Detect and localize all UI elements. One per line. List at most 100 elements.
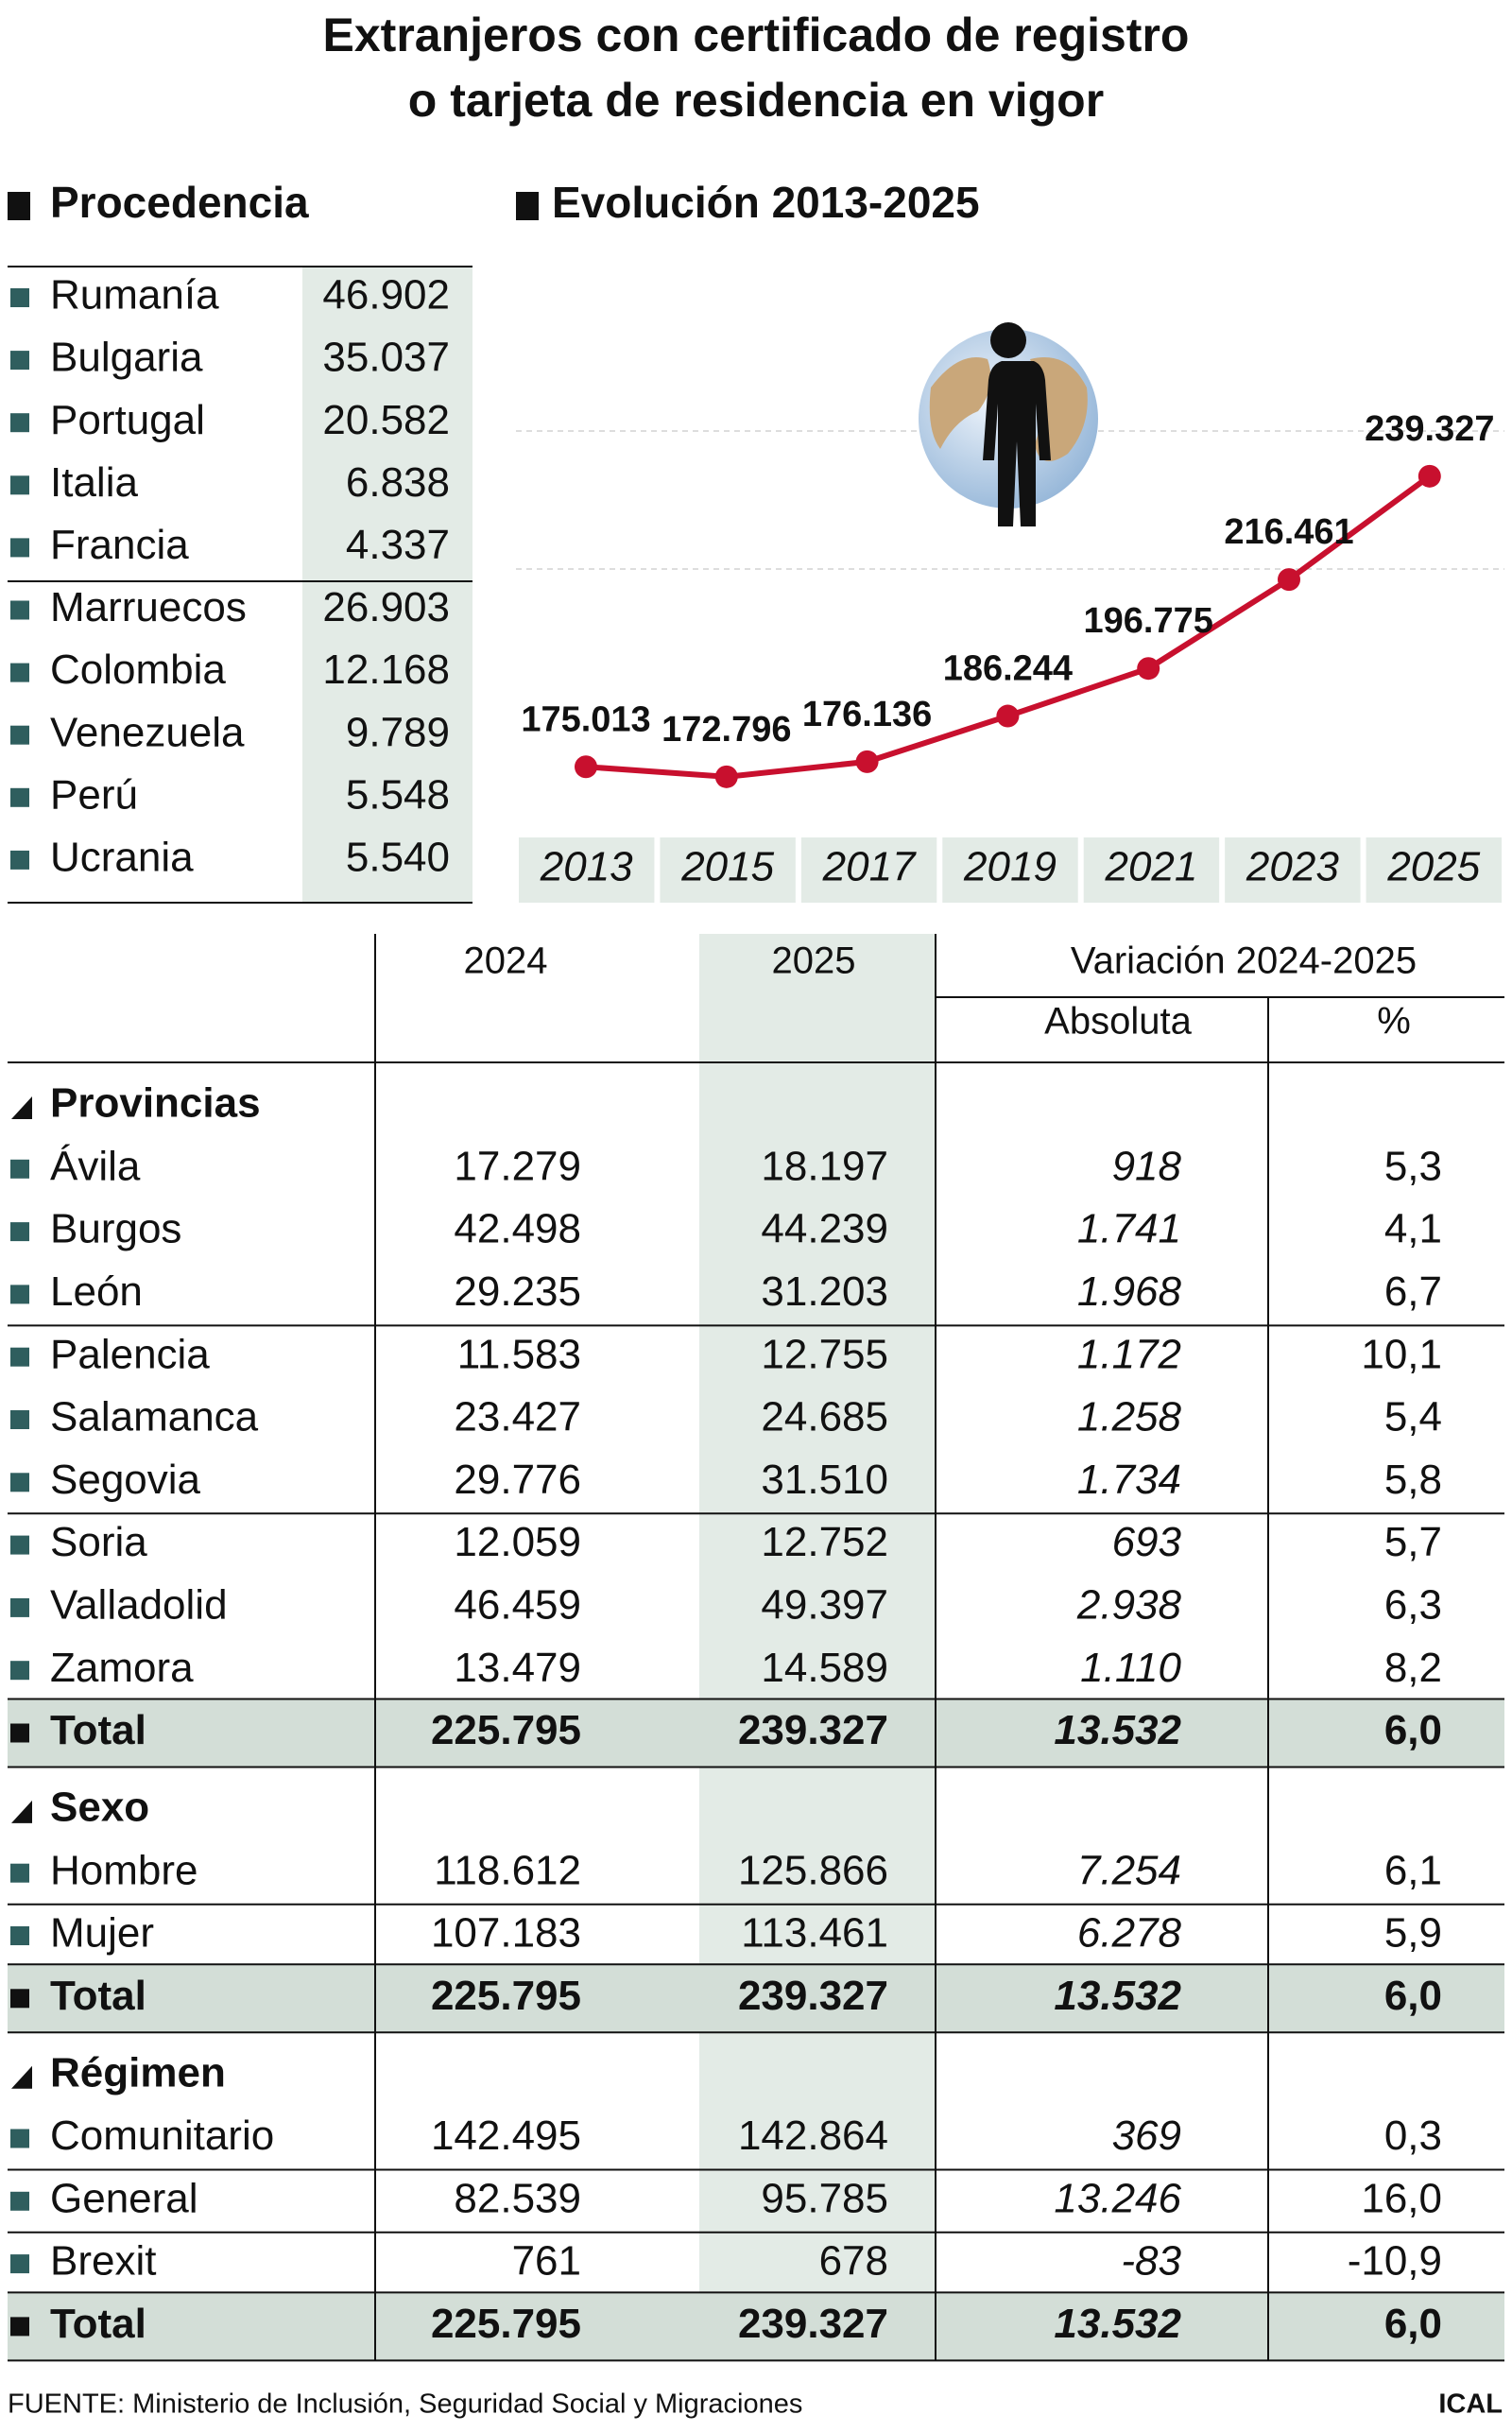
section-title: Sexo	[50, 1785, 149, 1831]
bullet	[10, 1535, 29, 1555]
country-value: 20.582	[322, 397, 450, 443]
cell-value: 6,1	[1384, 1847, 1442, 1893]
cell-value: 369	[1112, 2113, 1181, 2159]
cell-value: 225.795	[431, 1973, 581, 2019]
country-value: 26.903	[322, 584, 450, 630]
bullet	[10, 2317, 29, 2337]
cell-value: 118.612	[434, 1847, 581, 1893]
cell-value: 18.197	[761, 1143, 888, 1189]
heading-icon	[516, 192, 539, 220]
bullet	[10, 1410, 29, 1429]
row-label: Soria	[50, 1519, 147, 1565]
country-value: 9.789	[346, 709, 450, 755]
country-name: Rumanía	[50, 272, 219, 319]
bullet	[10, 351, 29, 371]
bullet	[10, 1989, 29, 2009]
value-column	[302, 267, 472, 903]
row-label: Salamanca	[50, 1394, 259, 1440]
cell-value: 8,2	[1384, 1645, 1442, 1691]
cell-value: 142.495	[431, 2113, 581, 2159]
heading-icon	[8, 192, 30, 220]
row-label: Ávila	[50, 1143, 141, 1189]
country-name: Marruecos	[50, 584, 247, 630]
country-value: 35.037	[322, 335, 450, 381]
total-band	[8, 1964, 1504, 2033]
cell-value: 44.239	[761, 1206, 888, 1252]
row-label: General	[50, 2175, 198, 2221]
section-title: Régimen	[50, 2049, 226, 2096]
year-box	[800, 837, 937, 903]
x-tick-label: 2023	[1246, 844, 1339, 890]
bullet	[10, 538, 29, 558]
point	[1418, 464, 1441, 488]
bullet	[10, 1723, 29, 1743]
cell-value: 10,1	[1361, 1331, 1442, 1377]
section-title: Provincias	[50, 1080, 261, 1127]
country-name: Italia	[50, 459, 138, 506]
bullet	[10, 663, 29, 682]
data-label: 172.796	[662, 710, 791, 750]
point	[1278, 568, 1300, 592]
column-header: 2024	[464, 940, 548, 982]
cell-value: 1.968	[1077, 1268, 1182, 1315]
cell-value: 678	[819, 2238, 888, 2285]
cell-value: 31.203	[761, 1268, 888, 1315]
country-name: Francia	[50, 522, 189, 568]
cell-value: 6,0	[1384, 1973, 1442, 2019]
bullet	[10, 413, 29, 433]
globe-illustration	[919, 322, 1098, 526]
point	[855, 750, 879, 773]
country-name: Venezuela	[50, 709, 245, 755]
bullet	[10, 2129, 29, 2148]
cell-value: 29.776	[454, 1457, 581, 1503]
bullet	[10, 288, 29, 307]
cell-value: 1.110	[1080, 1645, 1181, 1691]
column-header: Absoluta	[1044, 1001, 1192, 1043]
row-label: Total	[50, 1707, 146, 1753]
cell-value: 0,3	[1384, 2113, 1442, 2159]
row-label: Comunitario	[50, 2113, 274, 2159]
column-header: %	[1377, 1001, 1411, 1043]
highlight-column	[699, 934, 936, 2361]
cell-value: 12.755	[761, 1331, 888, 1377]
cell-value: 239.327	[738, 1973, 888, 2019]
credit: ICAL	[1438, 2389, 1503, 2420]
country-name: Portugal	[50, 397, 205, 443]
cell-value: 11.583	[457, 1331, 581, 1377]
bullet	[10, 1285, 29, 1304]
cell-value: -10,9	[1348, 2238, 1442, 2285]
data-label: 176.136	[802, 695, 932, 734]
bullet	[10, 1222, 29, 1242]
bullet	[10, 1926, 29, 1945]
section-icon	[11, 1096, 32, 1119]
section-icon	[11, 1800, 32, 1823]
column-header: Variación 2024-2025	[1071, 940, 1417, 982]
bullet	[10, 1473, 29, 1492]
cell-value: 5,4	[1384, 1394, 1442, 1440]
bullet	[10, 1159, 29, 1179]
year-box	[942, 837, 1078, 903]
title: Extranjeros con certificado de registro	[323, 9, 1190, 61]
cell-value: 6,0	[1384, 2301, 1442, 2347]
cell-value: 225.795	[431, 2301, 581, 2347]
country-name: Bulgaria	[50, 335, 203, 381]
cell-value: 17.279	[454, 1143, 581, 1189]
country-name: Ucrania	[50, 835, 194, 881]
section-heading: Procedencia	[50, 178, 309, 227]
country-value: 5.548	[346, 771, 450, 818]
cell-value: 12.059	[454, 1519, 581, 1565]
cell-value: 23.427	[454, 1394, 581, 1440]
cell-value: 13.246	[1054, 2175, 1181, 2221]
year-box	[660, 837, 796, 903]
cell-value: 1.734	[1077, 1457, 1181, 1503]
cell-value: 31.510	[761, 1457, 888, 1503]
country-value: 46.902	[322, 272, 450, 319]
table: Provincias Ávila 17.279 18.197 918 5,3 Burgos 4…	[8, 1080, 1504, 2362]
cell-value: 95.785	[761, 2175, 888, 2221]
cell-value: 918	[1112, 1143, 1182, 1189]
source: FUENTE: Ministerio de Inclusión, Segurid…	[8, 2389, 802, 2420]
x-tick-label: 2021	[1104, 844, 1197, 890]
cell-value: 24.685	[761, 1394, 888, 1440]
cell-value: 7.254	[1077, 1847, 1181, 1893]
year-box	[1225, 837, 1361, 903]
